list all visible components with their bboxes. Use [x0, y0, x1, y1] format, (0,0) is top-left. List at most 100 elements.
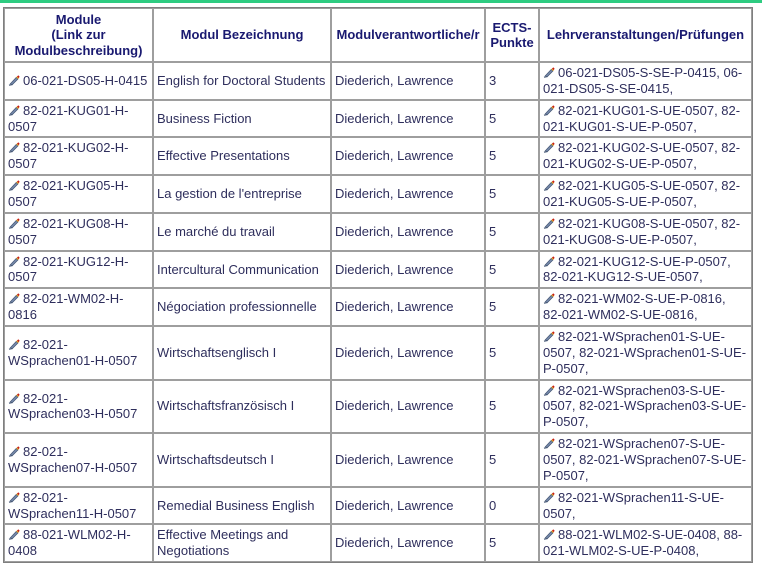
module-name: Business Fiction	[157, 110, 252, 126]
column-header-lehrveranstaltungen: Lehrveranstaltungen/Prüfungen	[539, 8, 752, 62]
course-links[interactable]: 06-021-DS05-S-SE-P-0415, 06-021-DS05-S-S…	[543, 64, 743, 96]
table-row: 88-021-WLM02-H-0408 Effective Meetings a…	[4, 524, 752, 563]
pen-link-icon[interactable]	[543, 383, 555, 399]
module-responsible: Diederich, Lawrence	[335, 186, 454, 202]
pen-link-icon[interactable]	[543, 254, 555, 270]
course-links[interactable]: 82-021-KUG02-S-UE-0507, 82-021-KUG02-S-U…	[543, 140, 741, 172]
pen-link-icon[interactable]	[543, 527, 555, 543]
pen-link-icon[interactable]	[543, 65, 555, 81]
module-code-link[interactable]: 82-021-KUG05-H-0507	[8, 178, 129, 209]
module-responsible: Diederich, Lawrence	[335, 110, 454, 126]
pen-link-icon[interactable]	[543, 140, 555, 156]
course-links[interactable]: 82-021-WSprachen01-S-UE-0507, 82-021-WSp…	[543, 329, 747, 376]
pen-link-icon[interactable]	[543, 178, 555, 194]
module-name: Remedial Business English	[157, 497, 315, 513]
column-header-ects: ECTS- Punkte	[485, 8, 539, 62]
ects-value: 0	[489, 497, 497, 513]
module-code-link[interactable]: 82-021-KUG02-H-0507	[8, 140, 129, 172]
course-links[interactable]: 82-021-KUG12-S-UE-P-0507, 82-021-KUG12-S…	[543, 253, 731, 285]
table-row: 82-021-WSprachen11-H-0507 Remedial Busin…	[4, 486, 752, 525]
course-links[interactable]: 82-021-WSprachen07-S-UE-0507, 82-021-WSp…	[543, 436, 747, 483]
module-code-link[interactable]: 82-021-KUG12-H-0507	[8, 253, 129, 285]
pen-link-icon[interactable]	[543, 103, 555, 119]
module-code-link[interactable]: 82-021-WSprachen07-H-0507	[8, 444, 138, 475]
pen-link-icon[interactable]	[8, 178, 20, 194]
pen-link-icon[interactable]	[8, 444, 20, 460]
ects-value: 5	[489, 223, 497, 239]
module-code-link[interactable]: 06-021-DS05-H-0415	[23, 72, 148, 88]
table-row: 82-021-KUG05-H-0507 La gestion de l'entr…	[4, 175, 752, 213]
column-header-verantwortliche: Modulverantwortliche/r	[331, 8, 485, 62]
ects-value: 5	[489, 398, 497, 414]
table-row: 82-021-WSprachen07-H-0507 Wirtschaftsdeu…	[4, 433, 752, 487]
module-code-link[interactable]: 82-021-WM02-H-0816	[8, 291, 124, 323]
module-code-link[interactable]: 82-021-WSprachen03-H-0507	[8, 390, 138, 422]
ects-value: 5	[489, 344, 497, 360]
module-responsible: Diederich, Lawrence	[335, 398, 454, 414]
module-name: Effective Meetings and Negotiations	[157, 527, 289, 559]
pen-link-icon[interactable]	[8, 337, 20, 353]
module-responsible: Diederich, Lawrence	[335, 452, 454, 468]
page-top-border	[0, 0, 762, 3]
pen-link-icon[interactable]	[8, 254, 20, 270]
module-code-link[interactable]: 88-021-WLM02-H-0408	[8, 527, 131, 559]
pen-link-icon[interactable]	[543, 436, 555, 452]
module-responsible: Diederich, Lawrence	[335, 497, 454, 513]
pen-link-icon[interactable]	[543, 291, 555, 307]
pen-link-icon[interactable]	[543, 216, 555, 232]
module-responsible: Diederich, Lawrence	[335, 148, 454, 164]
pen-link-icon[interactable]	[8, 216, 20, 232]
pen-link-icon[interactable]	[8, 490, 20, 506]
ects-value: 5	[489, 535, 497, 551]
module-name: Wirtschaftsdeutsch I	[157, 452, 275, 468]
module-name: Wirtschaftsenglisch I	[157, 344, 277, 360]
ects-value: 5	[489, 261, 497, 277]
module-name: La gestion de l'entreprise	[157, 186, 302, 202]
pen-link-icon[interactable]	[8, 73, 20, 89]
ects-value: 5	[489, 110, 497, 126]
table-row: 82-021-WSprachen01-H-0507 Wirtschaftseng…	[4, 326, 752, 380]
table-row: 82-021-KUG02-H-0507 Effective Presentati…	[4, 137, 752, 176]
pen-link-icon[interactable]	[8, 391, 20, 407]
module-responsible: Diederich, Lawrence	[335, 299, 454, 315]
table-row: 06-021-DS05-H-0415 English for Doctoral …	[4, 61, 752, 100]
course-links[interactable]: 82-021-KUG01-S-UE-0507, 82-021-KUG01-S-U…	[543, 102, 741, 134]
module-name: English for Doctoral Students	[157, 72, 326, 88]
module-name: Le marché du travail	[157, 223, 275, 239]
module-responsible: Diederich, Lawrence	[335, 223, 454, 239]
ects-value: 3	[489, 72, 497, 88]
pen-link-icon[interactable]	[8, 291, 20, 307]
header-row: Module (Link zur Modulbeschreibung) Modu…	[4, 8, 752, 62]
ects-value: 5	[489, 148, 497, 164]
ects-value: 5	[489, 299, 497, 315]
module-responsible: Diederich, Lawrence	[335, 535, 454, 551]
table-row: 82-021-KUG01-H-0507 Business Fiction Die…	[4, 99, 752, 138]
course-links[interactable]: 82-021-WM02-S-UE-P-0816, 82-021-WM02-S-U…	[543, 291, 726, 323]
module-code-link[interactable]: 82-021-WSprachen11-H-0507	[8, 489, 137, 521]
course-links[interactable]: 82-021-WSprachen11-S-UE-0507,	[543, 489, 724, 521]
course-links[interactable]: 88-021-WLM02-S-UE-0408, 88-021-WLM02-S-U…	[543, 527, 743, 559]
module-name: Intercultural Communication	[157, 261, 319, 277]
module-name: Négociation professionnelle	[157, 299, 317, 315]
pen-link-icon[interactable]	[8, 103, 20, 119]
table-row: 82-021-WSprachen03-H-0507 Wirtschaftsfra…	[4, 379, 752, 434]
course-links[interactable]: 82-021-KUG08-S-UE-0507, 82-021-KUG08-S-U…	[543, 215, 741, 247]
module-responsible: Diederich, Lawrence	[335, 72, 454, 88]
ects-value: 5	[489, 452, 497, 468]
table-row: 82-021-KUG08-H-0507 Le marché du travail…	[4, 212, 752, 251]
course-links[interactable]: 82-021-KUG05-S-UE-0507, 82-021-KUG05-S-U…	[543, 178, 741, 209]
module-table: Module (Link zur Modulbeschreibung) Modu…	[3, 7, 753, 563]
pen-link-icon[interactable]	[8, 527, 20, 543]
pen-link-icon[interactable]	[543, 329, 555, 345]
column-header-module: Module (Link zur Modulbeschreibung)	[4, 8, 153, 62]
module-responsible: Diederich, Lawrence	[335, 261, 454, 277]
module-code-link[interactable]: 82-021-KUG01-H-0507	[8, 102, 129, 134]
pen-link-icon[interactable]	[543, 490, 555, 506]
ects-value: 5	[489, 186, 497, 202]
module-name: Effective Presentations	[157, 148, 290, 164]
pen-link-icon[interactable]	[8, 140, 20, 156]
column-header-bezeichnung: Modul Bezeichnung	[153, 8, 331, 62]
module-code-link[interactable]: 82-021-KUG08-H-0507	[8, 215, 129, 247]
course-links[interactable]: 82-021-WSprachen03-S-UE-0507, 82-021-WSp…	[543, 382, 747, 430]
module-code-link[interactable]: 82-021-WSprachen01-H-0507	[8, 336, 138, 368]
